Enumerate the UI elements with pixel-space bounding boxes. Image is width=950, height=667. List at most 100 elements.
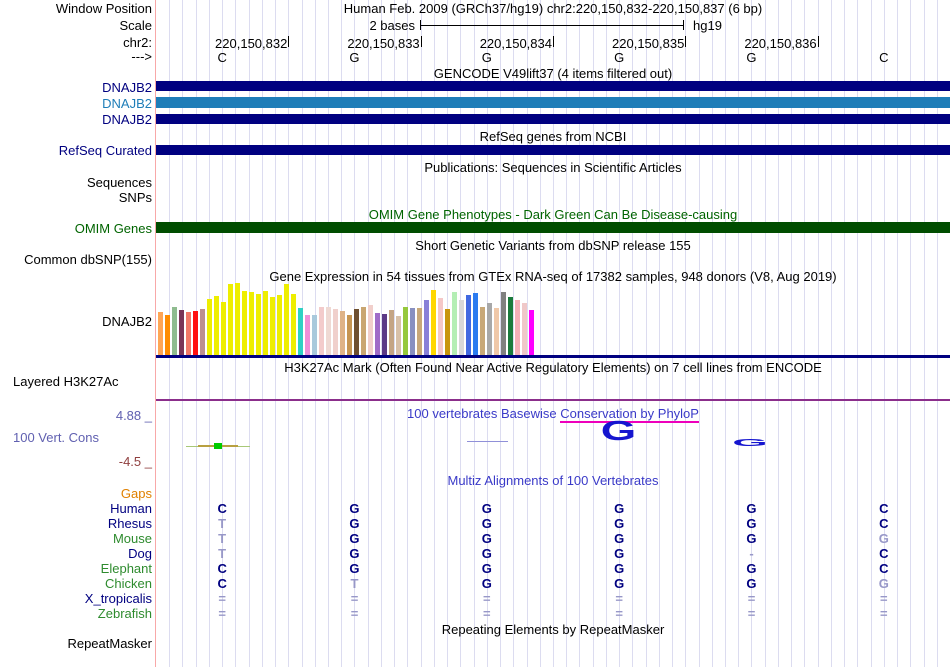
gtex-tissue-bar[interactable]: [410, 308, 415, 355]
gtex-tissue-bar[interactable]: [270, 297, 275, 355]
gtex-baseline: [156, 355, 950, 358]
h3k27ac-label[interactable]: Layered H3K27Ac: [13, 374, 119, 389]
common-dbsnp-label[interactable]: Common dbSNP(155): [24, 252, 152, 267]
gtex-tissue-bar[interactable]: [214, 296, 219, 355]
gencode-gene-bar-3[interactable]: [156, 114, 950, 124]
gridline: [883, 0, 885, 667]
species-label[interactable]: Human: [110, 501, 152, 516]
gtex-tissue-bar[interactable]: [494, 308, 499, 355]
conservation-title-link[interactable]: Conservation by PhyloP: [560, 406, 699, 423]
gtex-tissue-bar[interactable]: [501, 292, 506, 355]
gtex-tissue-bar[interactable]: [263, 291, 268, 355]
gtex-tissue-bar[interactable]: [529, 310, 534, 355]
gencode-item-label-3[interactable]: DNAJB2: [102, 112, 152, 127]
dbsnp-track-title: Short Genetic Variants from dbSNP releas…: [415, 238, 691, 253]
gtex-tissue-bar[interactable]: [200, 309, 205, 355]
gtex-tissue-bar[interactable]: [235, 283, 240, 355]
gtex-tissue-bar[interactable]: [382, 314, 387, 355]
gtex-tissue-bar[interactable]: [445, 309, 450, 355]
gtex-tissue-bar[interactable]: [522, 303, 527, 355]
alignment-base: =: [483, 606, 491, 621]
gtex-tissue-bar[interactable]: [438, 298, 443, 355]
gtex-tissue-bar[interactable]: [466, 295, 471, 355]
gtex-tissue-bar[interactable]: [347, 315, 352, 355]
gencode-gene-bar-2[interactable]: [156, 97, 950, 108]
gtex-tissue-bar[interactable]: [305, 315, 310, 355]
gtex-tissue-bar[interactable]: [172, 307, 177, 355]
gridline: [552, 0, 554, 667]
gtex-tissue-bar[interactable]: [186, 312, 191, 355]
gtex-tissue-bar[interactable]: [403, 307, 408, 355]
species-label[interactable]: Dog: [128, 546, 152, 561]
gtex-tissue-bar[interactable]: [452, 292, 457, 355]
gtex-tissue-bar[interactable]: [508, 297, 513, 355]
gtex-tissue-bar[interactable]: [319, 307, 324, 355]
gencode-item-label-1[interactable]: DNAJB2: [102, 80, 152, 95]
gtex-tissue-bar[interactable]: [158, 312, 163, 355]
gtex-tissue-bar[interactable]: [515, 300, 520, 355]
gaps-label[interactable]: Gaps: [120, 486, 152, 501]
gtex-tissue-bar[interactable]: [368, 305, 373, 355]
gtex-tissue-bar[interactable]: [242, 291, 247, 355]
gtex-tissue-bar[interactable]: [298, 308, 303, 355]
gridline: [870, 0, 872, 667]
gtex-tissue-bar[interactable]: [207, 299, 212, 355]
gtex-tissue-bar[interactable]: [326, 307, 331, 355]
alignment-base: G: [878, 531, 889, 546]
gencode-item-label-2[interactable]: DNAJB2: [102, 96, 152, 111]
gridline: [857, 0, 859, 667]
omim-genes-label[interactable]: OMIM Genes: [74, 221, 152, 236]
gtex-tissue-bar[interactable]: [179, 310, 184, 355]
gtex-gene-label[interactable]: DNAJB2: [102, 314, 152, 329]
species-label[interactable]: Elephant: [100, 561, 152, 576]
refseq-gene-bar[interactable]: [156, 145, 950, 155]
species-label[interactable]: Zebrafish: [97, 606, 152, 621]
gtex-tissue-bar[interactable]: [424, 300, 429, 355]
gtex-tissue-bar[interactable]: [480, 307, 485, 355]
gtex-tissue-bar[interactable]: [375, 313, 380, 355]
gtex-tissue-bar[interactable]: [165, 315, 170, 355]
gtex-tissue-bar[interactable]: [396, 316, 401, 355]
alignment-base: =: [483, 591, 491, 606]
snps-label[interactable]: SNPs: [118, 190, 152, 205]
repeatmasker-label[interactable]: RepeatMasker: [67, 636, 152, 651]
gtex-tissue-bar[interactable]: [389, 310, 394, 355]
gridline: [936, 0, 938, 667]
gtex-tissue-bar[interactable]: [361, 307, 366, 355]
gtex-tissue-bar[interactable]: [417, 308, 422, 355]
conservation-label[interactable]: 100 Vert. Cons: [13, 430, 99, 445]
scale-bar-line: [420, 25, 684, 26]
gridline: [817, 0, 819, 667]
gridline: [711, 0, 713, 667]
species-label[interactable]: Chicken: [105, 576, 152, 591]
gtex-tissue-bar[interactable]: [340, 311, 345, 355]
gtex-tissue-bar[interactable]: [193, 311, 198, 355]
gtex-tissue-bar[interactable]: [333, 309, 338, 355]
gencode-gene-bar-1[interactable]: [156, 81, 950, 91]
sequences-label[interactable]: Sequences: [86, 175, 152, 190]
gtex-tissue-bar[interactable]: [228, 284, 233, 355]
omim-gene-bar[interactable]: [156, 222, 950, 233]
alignment-base: G: [614, 516, 625, 531]
cursor-guide-line: [155, 0, 156, 667]
species-label[interactable]: Rhesus: [107, 516, 152, 531]
gtex-tissue-bar[interactable]: [312, 315, 317, 355]
gtex-tissue-bar[interactable]: [249, 292, 254, 355]
gtex-tissue-bar[interactable]: [291, 294, 296, 355]
gtex-tissue-bar[interactable]: [459, 300, 464, 355]
gridline: [605, 0, 607, 667]
window-position-label: Window Position: [55, 1, 152, 16]
gtex-tissue-bar[interactable]: [277, 295, 282, 355]
gtex-tissue-bar[interactable]: [284, 284, 289, 355]
gtex-tissue-bar[interactable]: [487, 303, 492, 355]
gtex-tissue-bar[interactable]: [473, 293, 478, 355]
coordinate-tick: [420, 36, 422, 47]
gtex-tissue-bar[interactable]: [221, 302, 226, 355]
gtex-tissue-bar[interactable]: [431, 290, 436, 355]
species-label[interactable]: Mouse: [112, 531, 152, 546]
gtex-tissue-bar[interactable]: [256, 294, 261, 355]
gridline: [923, 0, 925, 667]
gtex-tissue-bar[interactable]: [354, 309, 359, 355]
species-label[interactable]: X_tropicalis: [84, 591, 152, 606]
refseq-curated-label[interactable]: RefSeq Curated: [58, 143, 152, 158]
